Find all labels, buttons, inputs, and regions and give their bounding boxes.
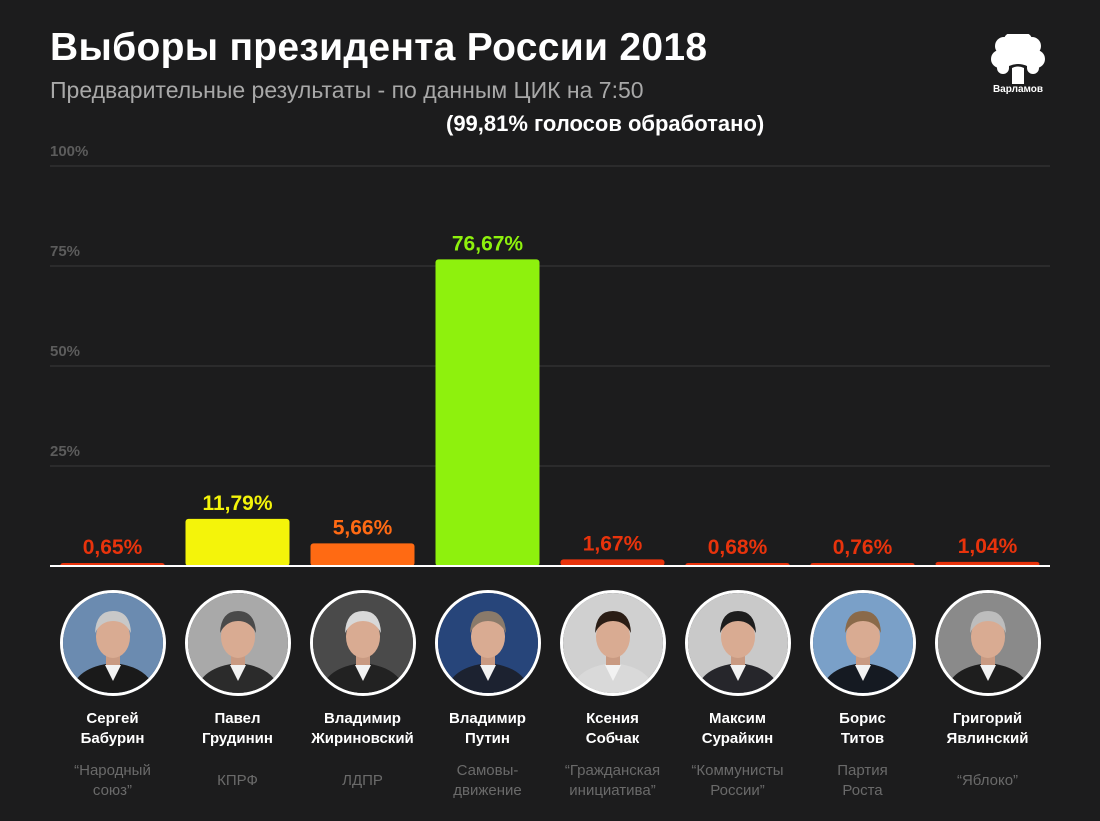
candidate-card: Владимир Жириновский ЛДПР <box>301 590 425 791</box>
party-line-2: союз” <box>92 782 133 799</box>
person-portrait-icon <box>187 593 288 693</box>
bar-value-label: 0,65% <box>83 536 143 559</box>
candidate-photo <box>934 590 1041 696</box>
candidate-last-name: Жириновский <box>311 730 414 747</box>
candidate-name: Ксения Собчак <box>551 709 675 749</box>
bar-value-label: 0,68% <box>708 536 768 559</box>
afro-head-icon <box>991 32 1045 84</box>
candidate-party: ЛДПР <box>301 771 425 791</box>
bar-value-label: 5,66% <box>333 516 393 539</box>
candidate-photo <box>59 590 166 696</box>
person-portrait-icon <box>812 593 913 693</box>
bar-value-label: 76,67% <box>452 232 524 255</box>
person-portrait-icon <box>937 593 1038 693</box>
candidate-last-name: Сурайкин <box>701 730 774 747</box>
candidate-card: Владимир Путин Самовы-движение <box>426 590 550 801</box>
candidate-name: Владимир Путин <box>426 709 550 749</box>
candidate-photo <box>434 590 541 696</box>
candidate-photo <box>809 590 916 696</box>
party-line-2: движение <box>453 782 522 799</box>
person-portrait-icon <box>562 593 663 693</box>
candidate-first-name: Владимир <box>449 710 526 727</box>
candidate-card: Павел Грудинин КПРФ <box>176 590 300 791</box>
party-line-1: “Яблоко” <box>956 772 1019 789</box>
bar <box>935 561 1040 566</box>
bar-value-labels: 0,65% 11,79% 5,66% 76,67% 1,67% 0,68% 0,76% 1,0… <box>83 232 1018 559</box>
candidate-last-name: Путин <box>465 730 510 747</box>
candidate-last-name: Грудинин <box>202 730 273 747</box>
bar-value-label: 0,76% <box>833 536 893 559</box>
person-portrait-icon <box>687 593 788 693</box>
bars <box>60 259 1040 566</box>
candidate-last-name: Бабурин <box>80 730 145 747</box>
candidate-first-name: Григорий <box>952 710 1023 727</box>
candidate-photo <box>684 590 791 696</box>
candidate-name: Владимир Жириновский <box>301 709 425 749</box>
candidate-first-name: Владимир <box>324 710 401 727</box>
y-tick-label: 50% <box>50 343 80 360</box>
party-line-1: “Гражданская <box>564 762 661 779</box>
candidate-first-name: Максим <box>709 710 766 727</box>
candidate-party: “Народный союз” <box>51 761 175 801</box>
bar <box>435 259 540 566</box>
candidate-photo <box>309 590 416 696</box>
candidate-last-name: Титов <box>840 730 885 747</box>
candidate-card: Борис Титов Партия Роста <box>801 590 925 801</box>
candidate-photo <box>559 590 666 696</box>
candidate-photo <box>184 590 291 696</box>
y-tick-label: 25% <box>50 443 80 460</box>
varlamov-logo: Варламов <box>987 32 1049 98</box>
candidate-card: Сергей Бабурин “Народный союз” <box>51 590 175 801</box>
bar-value-label: 1,04% <box>958 535 1018 558</box>
party-line-1: Партия <box>837 762 888 779</box>
party-line-2: инициатива” <box>569 782 656 799</box>
processed-note: (99,81% голосов обработано) <box>446 111 765 136</box>
candidate-first-name: Ксения <box>586 710 639 727</box>
candidate-party: “Гражданская инициатива” <box>551 761 675 801</box>
candidate-name: Павел Грудинин <box>176 709 300 749</box>
bar-chart: 25% 50% 75% 100% 0,65% 11,79% 5,66% 76,67% 1,67… <box>50 143 1050 567</box>
bar <box>185 518 290 566</box>
party-line-1: Самовы- <box>456 762 519 779</box>
chart-subtitle: Предварительные результаты - по данным Ц… <box>50 77 644 103</box>
chart-title: Выборы президента России 2018 <box>50 26 708 69</box>
logo-label: Варламов <box>992 84 1044 95</box>
candidate-party: Самовы-движение <box>426 761 550 801</box>
candidate-name: Григорий Явлинский <box>926 709 1050 749</box>
candidate-name: Борис Титов <box>801 709 925 749</box>
party-line-1: КПРФ <box>217 772 258 789</box>
candidate-name: Сергей Бабурин <box>51 709 175 749</box>
candidate-first-name: Павел <box>214 710 261 727</box>
person-portrait-icon <box>62 593 163 693</box>
person-portrait-icon <box>312 593 413 693</box>
y-tick-labels: 25% 50% 75% 100% <box>50 143 88 460</box>
candidate-card: Григорий Явлинский “Яблоко” <box>926 590 1050 791</box>
y-tick-label: 75% <box>50 243 80 260</box>
candidate-last-name: Явлинский <box>946 730 1029 747</box>
candidate-card: Ксения Собчак “Гражданская инициатива” <box>551 590 675 801</box>
person-portrait-icon <box>437 593 538 693</box>
party-line-2: Роста <box>842 782 883 799</box>
candidate-party: Партия Роста <box>801 761 925 801</box>
party-line-1: ЛДПР <box>342 772 383 789</box>
bar-value-label: 11,79% <box>202 492 272 515</box>
grid-lines <box>50 165 1050 467</box>
party-line-1: “Коммунисты <box>691 762 784 779</box>
candidate-card: Максим Сурайкин “Коммунисты России” <box>676 590 800 801</box>
bar <box>560 559 665 566</box>
bar-value-label: 1,67% <box>583 532 643 555</box>
party-line-1: “Народный <box>74 762 151 779</box>
party-line-2: России” <box>710 782 765 799</box>
candidate-party: КПРФ <box>176 771 300 791</box>
y-tick-label: 100% <box>50 143 88 160</box>
candidate-first-name: Борис <box>839 710 886 727</box>
candidate-first-name: Сергей <box>86 710 139 727</box>
candidate-party: “Яблоко” <box>926 771 1050 791</box>
candidate-last-name: Собчак <box>585 730 640 747</box>
bar <box>310 543 415 566</box>
candidate-name: Максим Сурайкин <box>676 709 800 749</box>
candidate-party: “Коммунисты России” <box>676 761 800 801</box>
